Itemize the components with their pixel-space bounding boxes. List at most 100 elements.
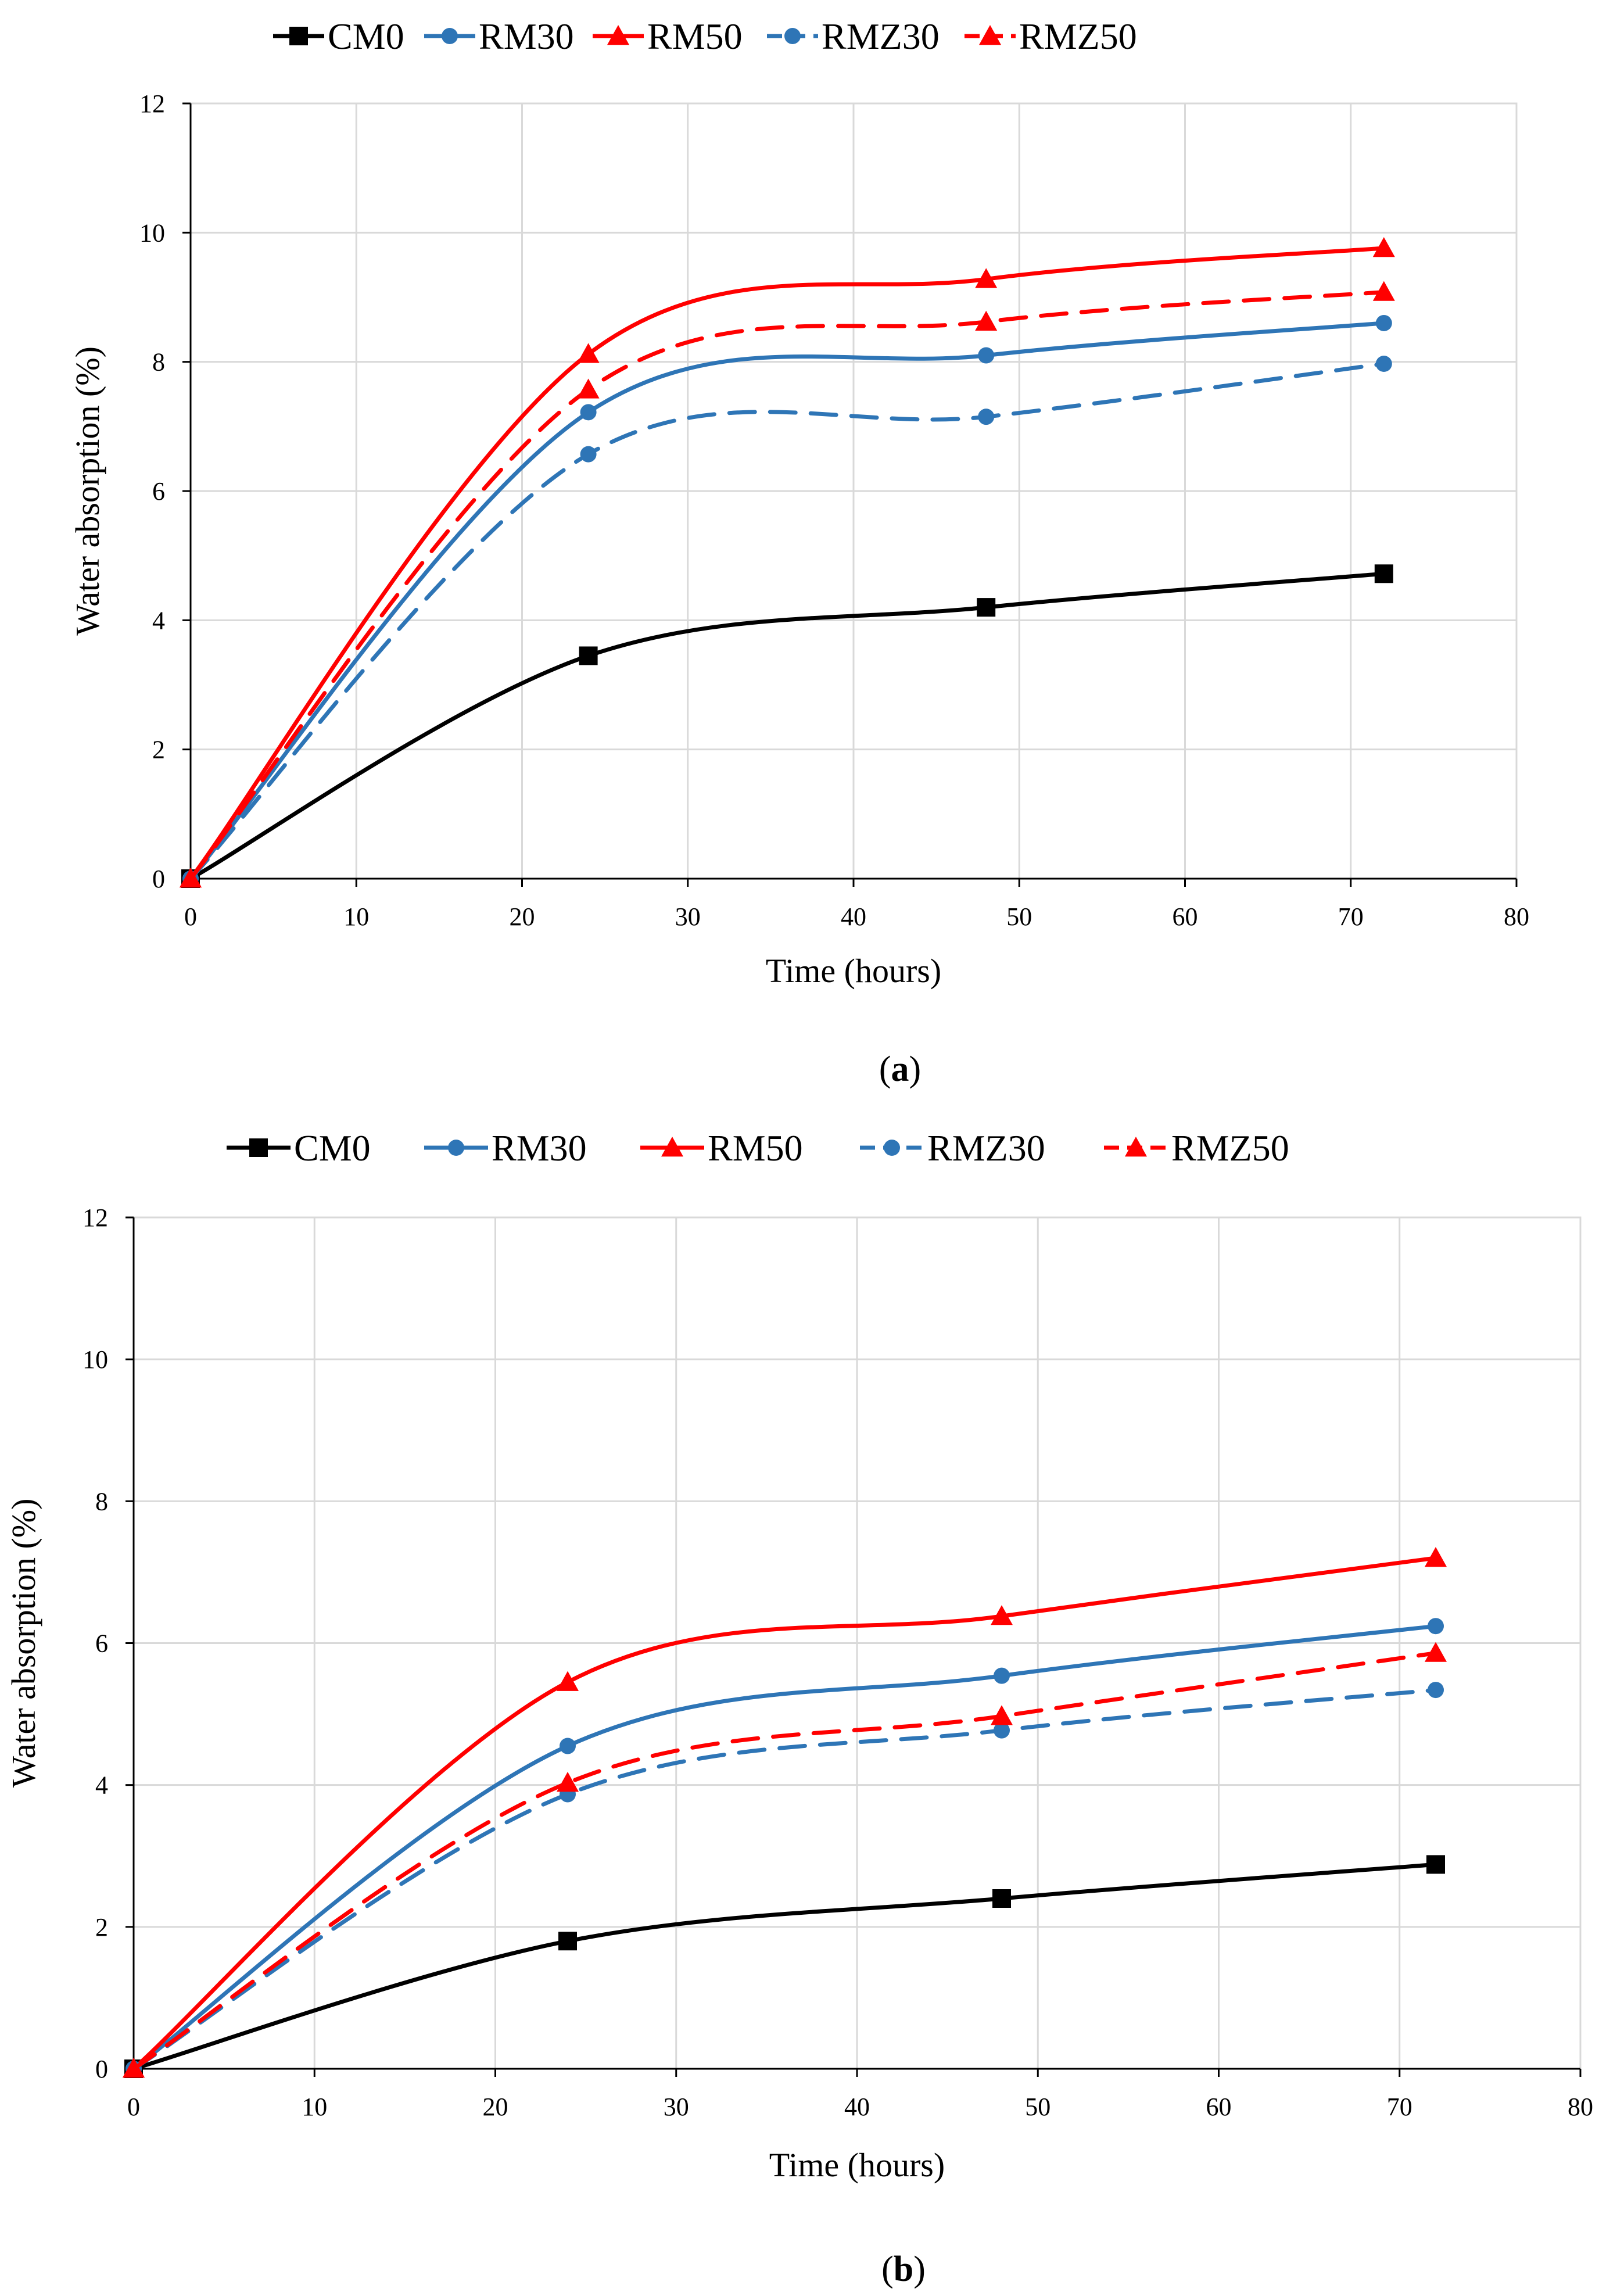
data-point-rmz50	[577, 378, 600, 399]
data-point-rmz50	[557, 1772, 579, 1792]
x-tick-label: 70	[1338, 902, 1364, 931]
data-point-rmz30	[994, 1722, 1010, 1739]
data-point-rmz50	[991, 1705, 1013, 1725]
caption-paren: )	[913, 2250, 926, 2289]
data-point-rm50	[577, 343, 600, 363]
data-point-rmz50	[1425, 1642, 1447, 1662]
legend-marker-rmz50	[979, 25, 1001, 45]
data-point-rm30	[580, 404, 597, 421]
data-point-cm0	[977, 598, 996, 617]
legend-marker-cm0	[249, 1138, 268, 1157]
panel-caption: (b)	[881, 2250, 926, 2289]
caption-paren: (	[881, 2250, 894, 2289]
data-point-rm50	[975, 268, 998, 288]
legend-marker-cm0	[289, 27, 308, 45]
y-tick-label: 8	[152, 348, 165, 377]
series-line-rmz50	[188, 290, 1386, 881]
data-point-rm30	[1428, 1618, 1444, 1635]
y-tick-label: 8	[95, 1487, 108, 1516]
data-point-rmz50	[123, 2058, 145, 2078]
y-tick-label: 4	[95, 1771, 108, 1800]
chart-panel-b: 0 10 20 30 40 50 60 70 80 0 2 4 6 8 10 12 Time (hours) Wa…	[5, 1127, 1593, 2289]
legend-label-rmz50: RMZ50	[1171, 1127, 1289, 1169]
x-tick-label: 30	[675, 902, 701, 931]
data-point-cm0	[1426, 1855, 1445, 1874]
y-tick-label: 0	[95, 2055, 108, 2083]
caption-letter: b	[894, 2250, 913, 2289]
x-tick-label: 80	[1504, 902, 1529, 931]
y-tick-label: 12	[83, 1203, 108, 1232]
data-point-rm30	[1375, 314, 1392, 331]
legend-label-rm30: RM30	[492, 1127, 587, 1169]
series-rmz50	[180, 281, 1395, 888]
series-line-rm30	[188, 321, 1386, 881]
x-tick-label: 60	[1206, 2093, 1232, 2121]
caption-paren: (	[879, 1050, 891, 1089]
data-point-cm0	[558, 1932, 577, 1951]
x-tick-label: 40	[844, 2093, 870, 2121]
x-tick-label: 10	[302, 2093, 327, 2121]
series-line-rm50	[188, 246, 1386, 881]
legend-label-cm0: CM0	[328, 16, 404, 57]
data-point-rmz30	[978, 409, 995, 425]
x-tick-label: 50	[1006, 902, 1032, 931]
data-point-rm50	[1425, 1547, 1447, 1567]
x-tick-label: 50	[1025, 2093, 1050, 2121]
x-axis-title: Time (hours)	[766, 952, 941, 990]
legend-label-rmz30: RMZ30	[927, 1127, 1045, 1169]
y-tick-label: 2	[95, 1913, 108, 1942]
y-tick-label: 0	[152, 865, 165, 893]
series-rmz50	[123, 1642, 1447, 2078]
legend-label-rm50: RM50	[647, 16, 743, 57]
data-point-rmz30	[580, 446, 597, 463]
legend-marker-rm30	[448, 1140, 464, 1156]
legend-marker-rmz50	[1125, 1137, 1147, 1157]
x-tick-label: 10	[343, 902, 369, 931]
x-tick-label: 20	[510, 902, 535, 931]
data-point-rm30	[994, 1667, 1010, 1684]
y-tick-label: 6	[95, 1629, 108, 1658]
legend-marker-rm50	[607, 25, 629, 45]
x-tick-label: 40	[841, 902, 866, 931]
x-tick-label: 80	[1568, 2093, 1593, 2121]
data-point-rm50	[557, 1671, 579, 1691]
legend-marker-rmz30	[784, 28, 801, 44]
legend: CM0 RM30 RM50 RMZ30 RMZ50	[227, 1127, 1289, 1169]
x-tick-label: 60	[1173, 902, 1198, 931]
series-line-rm50	[131, 1556, 1438, 2071]
y-tick-label: 2	[152, 736, 165, 764]
series-line-cm0	[188, 571, 1386, 881]
legend-marker-rmz30	[884, 1140, 900, 1156]
legend-label-rmz50: RMZ50	[1019, 16, 1137, 57]
data-point-rm30	[978, 347, 995, 364]
x-tick-label: 30	[664, 2093, 689, 2121]
y-axis-title: Water absorption (%)	[5, 1499, 42, 1788]
x-tick-label: 0	[127, 2093, 140, 2121]
series-line-rm30	[131, 1624, 1438, 2071]
data-point-rmz50	[975, 310, 998, 331]
x-tick-label: 20	[483, 2093, 508, 2121]
y-tick-label: 10	[139, 219, 165, 247]
caption-letter: a	[891, 1050, 909, 1089]
legend-label-cm0: CM0	[294, 1127, 371, 1169]
x-tick-label: 0	[184, 902, 197, 931]
legend-marker-rm30	[442, 28, 458, 44]
chart-panel-a: 0 10 20 30 40 50 60 70 80 0 2 4 6 8 10 12 Time (hours) Wa…	[69, 16, 1529, 1089]
x-tick-label: 70	[1387, 2093, 1412, 2121]
data-point-rm50	[991, 1605, 1013, 1625]
legend-label-rmz30: RMZ30	[822, 16, 940, 57]
data-point-rm50	[1372, 237, 1395, 257]
legend: CM0 RM30 RM50 RMZ30 RMZ50	[273, 16, 1137, 57]
data-point-rmz30	[1375, 356, 1392, 372]
y-tick-label: 6	[152, 477, 165, 506]
data-point-rmz30	[1428, 1682, 1444, 1699]
legend-marker-rm50	[661, 1137, 683, 1157]
y-tick-label: 12	[139, 89, 165, 118]
caption-paren: )	[909, 1050, 922, 1089]
data-point-rmz50	[180, 868, 202, 888]
data-point-cm0	[1374, 564, 1393, 583]
data-point-rm30	[560, 1738, 576, 1754]
x-axis-title: Time (hours)	[769, 2146, 945, 2184]
data-point-rmz50	[1372, 281, 1395, 301]
